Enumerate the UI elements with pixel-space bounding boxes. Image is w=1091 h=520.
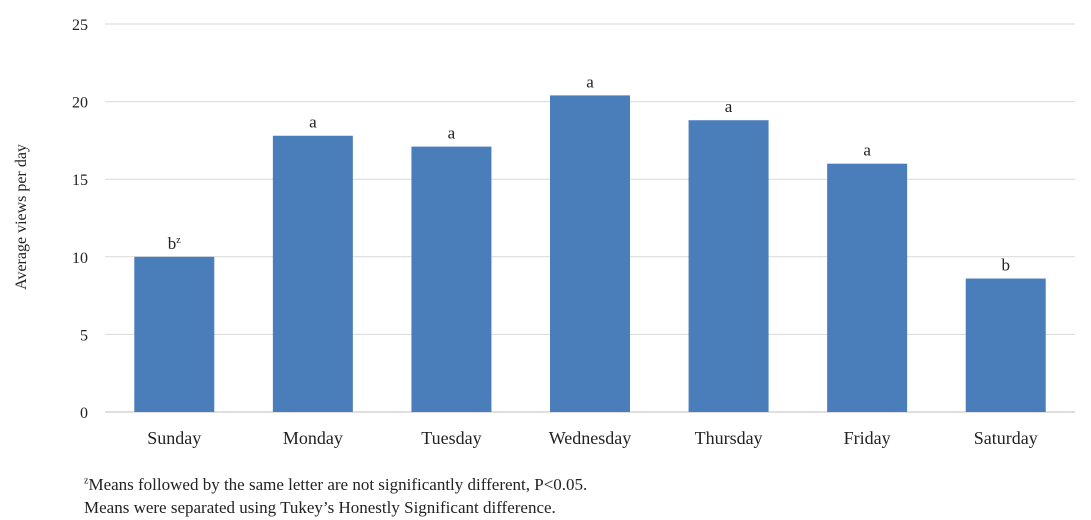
- y-axis-ticks: 0 5 10 15 20 25: [72, 17, 88, 422]
- y-axis-title: Average views per day: [13, 144, 30, 290]
- y-tick-label: 5: [80, 327, 88, 344]
- data-label-saturday: b: [1001, 256, 1010, 275]
- bar-thursday: [688, 120, 769, 412]
- bars: [134, 95, 1046, 412]
- bar-chart: 0 5 10 15 20 25 bz a a a a a b Sunday Monday Tuesday W…: [13, 17, 1075, 448]
- x-axis-categories: Sunday Monday Tuesday Wednesday Thursday Frid…: [147, 428, 1037, 448]
- data-label-monday: a: [309, 113, 317, 132]
- x-tick-label-thursday: Thursday: [695, 428, 763, 448]
- data-label-sunday: bz: [168, 234, 182, 253]
- bar-friday: [827, 163, 908, 412]
- data-labels: bz a a a a a b: [168, 72, 1010, 274]
- x-tick-label-friday: Friday: [844, 428, 891, 448]
- footnote-superscript: z: [84, 475, 89, 487]
- y-tick-label: 25: [72, 17, 88, 34]
- footnote-text-1: Means followed by the same letter are no…: [88, 475, 588, 494]
- footnote-method: Means were separated using Tukey’s Hones…: [84, 498, 556, 518]
- data-label-thursday: a: [725, 97, 733, 116]
- footnote-text-2: Means were separated using Tukey’s Hones…: [84, 498, 556, 517]
- x-tick-label-monday: Monday: [283, 428, 343, 448]
- data-label-friday: a: [863, 141, 871, 160]
- y-tick-label: 20: [72, 95, 88, 112]
- data-label-wednesday: a: [586, 72, 594, 91]
- footnote-significance: zMeans followed by the same letter are n…: [84, 475, 587, 495]
- bar-sunday: [134, 256, 215, 412]
- x-tick-label-tuesday: Tuesday: [421, 428, 481, 448]
- bar-tuesday: [411, 146, 492, 412]
- y-tick-label: 10: [72, 250, 88, 267]
- y-tick-label: 15: [72, 172, 88, 189]
- x-tick-label-saturday: Saturday: [974, 428, 1038, 448]
- x-tick-label-wednesday: Wednesday: [549, 428, 632, 448]
- bar-saturday: [965, 278, 1046, 412]
- x-tick-label-sunday: Sunday: [147, 428, 201, 448]
- data-label-tuesday: a: [448, 124, 456, 143]
- bar-wednesday: [550, 95, 630, 412]
- bar-monday: [272, 135, 353, 412]
- y-tick-label: 0: [80, 405, 88, 422]
